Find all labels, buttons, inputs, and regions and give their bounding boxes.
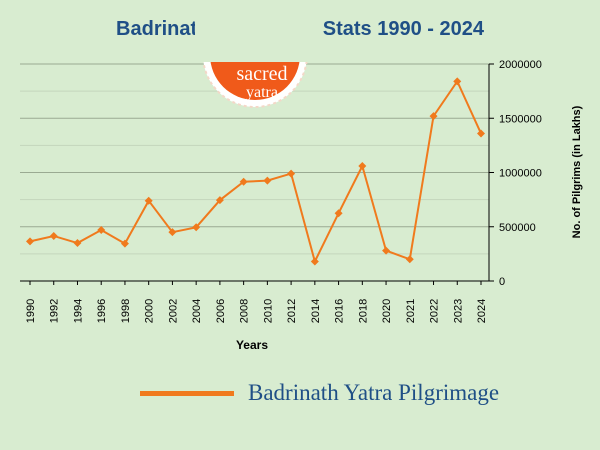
x-tick-label: 2010 — [262, 299, 274, 323]
data-point — [49, 231, 58, 240]
data-point — [334, 209, 343, 218]
data-point — [192, 223, 201, 232]
x-tick-labels: 1990 1992 1994 1996 1998 2000 2002 2004 2006 2008… — [25, 299, 488, 323]
data-point — [287, 169, 296, 178]
x-axis-label: Years — [236, 338, 268, 352]
data-point — [73, 239, 82, 248]
data-point — [97, 226, 106, 235]
series-badrinath — [26, 77, 485, 266]
data-point — [120, 239, 129, 248]
x-tick-label: 2004 — [191, 299, 203, 323]
data-point — [26, 237, 34, 246]
x-tick-label: 1990 — [25, 299, 37, 323]
data-point — [215, 196, 224, 205]
data-point — [405, 255, 414, 264]
data-point — [168, 228, 177, 237]
x-tick-label: 2021 — [405, 299, 417, 323]
series-line — [29, 79, 482, 265]
logo-text-line1: sacred — [236, 63, 287, 85]
legend-swatch — [140, 390, 234, 396]
x-tick-label: 2002 — [167, 299, 179, 323]
y-axis-label: No. of Pilgrims (in Lakhs) — [571, 105, 583, 238]
x-tick-label: 2016 — [334, 299, 346, 323]
y-tick-label: 1500000 — [499, 113, 542, 125]
data-point — [453, 77, 462, 86]
data-point — [358, 161, 367, 170]
y-tick-labels: 0 500000 1000000 1500000 2000000 — [499, 59, 542, 288]
y-tick-label: 2000000 — [499, 59, 542, 71]
x-tick-label: 2023 — [452, 299, 464, 323]
x-tick-label: 1994 — [72, 299, 84, 323]
x-tick-label: 2024 — [476, 299, 488, 323]
data-point — [263, 176, 272, 185]
x-tick-label: 2000 — [144, 299, 156, 323]
x-tick-label: 1996 — [96, 299, 108, 323]
x-tick-label: 2006 — [215, 299, 227, 323]
y-tick-label: 0 — [499, 276, 505, 288]
sacred-yatra-logo: sacred yatra — [195, 0, 317, 108]
x-tick-label: 1998 — [120, 299, 132, 323]
legend: Badrinath Yatra Pilgrimage — [140, 380, 499, 406]
data-point — [477, 129, 485, 138]
x-tick-label: 2018 — [357, 299, 369, 323]
x-tick-label: 2008 — [239, 299, 251, 323]
y-tick-label: 1000000 — [499, 168, 542, 180]
data-point — [239, 177, 248, 186]
data-point — [144, 196, 153, 205]
y-tick-label: 500000 — [499, 222, 536, 234]
data-point — [429, 112, 438, 121]
logo-text-line2: yatra — [246, 84, 278, 101]
axes — [20, 63, 494, 285]
legend-label: Badrinath Yatra Pilgrimage — [248, 380, 500, 405]
data-point — [382, 246, 391, 255]
logo-clip-band — [195, 0, 317, 62]
x-tick-label: 2014 — [310, 299, 322, 323]
x-tick-label: 2012 — [286, 299, 298, 323]
grid-lines — [20, 63, 489, 255]
x-tick-label: 2020 — [381, 299, 393, 323]
data-point — [310, 257, 319, 266]
x-tick-label: 2022 — [429, 299, 441, 323]
x-tick-label: 1992 — [49, 299, 61, 323]
